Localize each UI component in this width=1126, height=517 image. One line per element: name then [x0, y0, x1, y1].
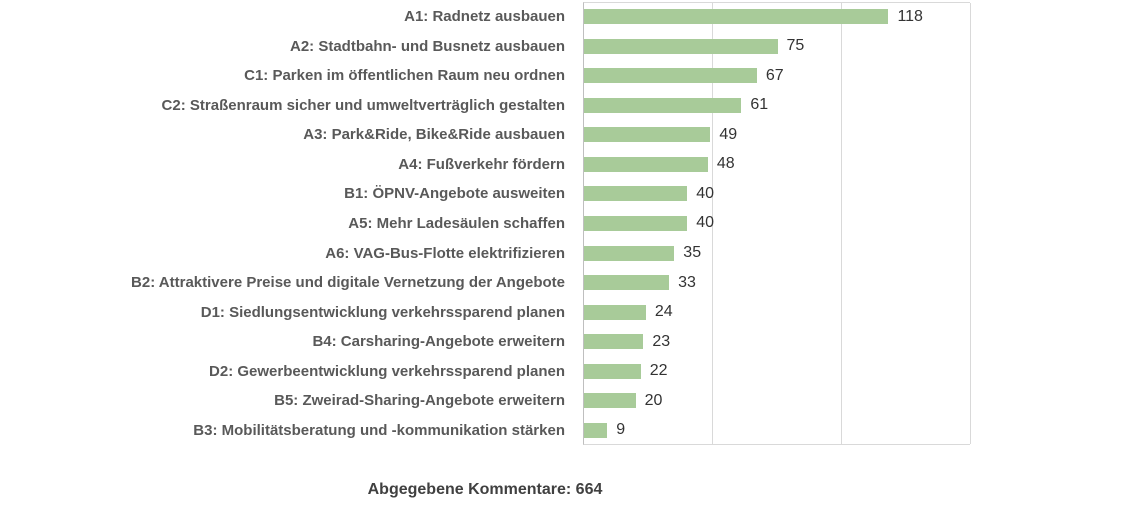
- value-label: 40: [696, 214, 714, 232]
- chart-row: C2: Straßenraum sicher und umweltverträg…: [0, 91, 1126, 121]
- value-label: 23: [652, 332, 671, 350]
- category-label: A6: VAG-Bus-Flotte elektrifizieren: [325, 244, 565, 262]
- chart-row: A3: Park&Ride, Bike&Ride ausbauen 49: [0, 120, 1126, 150]
- category-label: D1: Siedlungsentwicklung verkehrssparend…: [200, 303, 565, 321]
- value-label: 49: [719, 125, 738, 143]
- category-label: A3: Park&Ride, Bike&Ride ausbauen: [303, 126, 565, 144]
- chart-row: B5: Zweirad-Sharing-Angebote erweitern 20: [0, 386, 1126, 416]
- plot-area: [583, 2, 971, 445]
- category-label: B5: Zweirad-Sharing-Angebote erweitern: [274, 392, 565, 410]
- gridline: [712, 3, 713, 444]
- gridline: [970, 3, 971, 444]
- value-label: 61: [750, 96, 769, 114]
- value-label: 67: [765, 66, 784, 84]
- bar: [584, 245, 675, 261]
- gridline: [841, 3, 842, 444]
- category-label: B2: Attraktivere Preise und digitale Ver…: [131, 274, 565, 292]
- bar: [584, 68, 757, 84]
- bars-layer: A1: Radnetz ausbauen 118 A2: Stadtbahn- un…: [0, 2, 1126, 445]
- bar: [584, 97, 742, 113]
- chart-row: B1: ÖPNV-Angebote ausweiten 40: [0, 179, 1126, 209]
- value-label: 33: [678, 273, 696, 291]
- category-label: B1: ÖPNV-Angebote ausweiten: [344, 185, 565, 203]
- bar: [584, 9, 889, 25]
- category-label: A4: Fußverkehr fördern: [398, 155, 565, 173]
- category-label: A2: Stadtbahn- und Busnetz ausbauen: [289, 37, 565, 55]
- chart-row: A5: Mehr Ladesäulen schaffen 40: [0, 209, 1126, 239]
- category-label: B4: Carsharing-Angebote erweitern: [312, 333, 565, 351]
- category-label: C2: Straßenraum sicher und umweltverträg…: [161, 96, 565, 114]
- bar: [584, 215, 688, 231]
- bar: [584, 127, 711, 143]
- chart-row: A6: VAG-Bus-Flotte elektrifizieren 35: [0, 238, 1126, 268]
- bar: [584, 186, 688, 202]
- value-label: 24: [654, 303, 673, 321]
- category-label: C1: Parken im öffentlichen Raum neu ordn…: [244, 67, 565, 85]
- value-label: 9: [616, 421, 626, 439]
- chart-row: A1: Radnetz ausbauen 118: [0, 2, 1126, 32]
- chart-row: A4: Fußverkehr fördern 48: [0, 150, 1126, 180]
- category-label: A5: Mehr Ladesäulen schaffen: [348, 214, 565, 232]
- value-label: 40: [696, 184, 714, 202]
- chart-row: B3: Mobilitätsberatung und -kommunikatio…: [0, 415, 1126, 445]
- bar: [584, 304, 646, 320]
- chart-row: D1: Siedlungsentwicklung verkehrssparend…: [0, 297, 1126, 327]
- bar: [584, 422, 608, 438]
- category-label: A1: Radnetz ausbauen: [404, 8, 565, 26]
- value-label: 48: [716, 155, 735, 173]
- chart-row: D2: Gewerbeentwicklung verkehrssparend p…: [0, 356, 1126, 386]
- bar: [584, 393, 636, 409]
- chart-row: B2: Attraktivere Preise und digitale Ver…: [0, 268, 1126, 298]
- caption-text: Abgegebene Kommentare: 664: [367, 481, 603, 498]
- category-label: B3: Mobilitätsberatung und -kommunikatio…: [193, 421, 565, 439]
- value-label: 35: [683, 244, 702, 262]
- value-label: 75: [786, 37, 805, 55]
- bar: [584, 334, 644, 350]
- bar: [584, 275, 670, 291]
- bar: [584, 38, 778, 54]
- value-label: 118: [897, 7, 923, 25]
- chart-row: B4: Carsharing-Angebote erweitern 23: [0, 327, 1126, 357]
- value-label: 22: [649, 362, 668, 380]
- chart-row: C1: Parken im öffentlichen Raum neu ordn…: [0, 61, 1126, 91]
- bar: [584, 156, 708, 172]
- category-label: D2: Gewerbeentwicklung verkehrssparend p…: [209, 362, 565, 380]
- bar: [584, 363, 641, 379]
- value-label: 20: [644, 391, 663, 409]
- chart-caption: Abgegebene Kommentare: 664: [0, 481, 970, 499]
- chart-row: A2: Stadtbahn- und Busnetz ausbauen 75: [0, 32, 1126, 62]
